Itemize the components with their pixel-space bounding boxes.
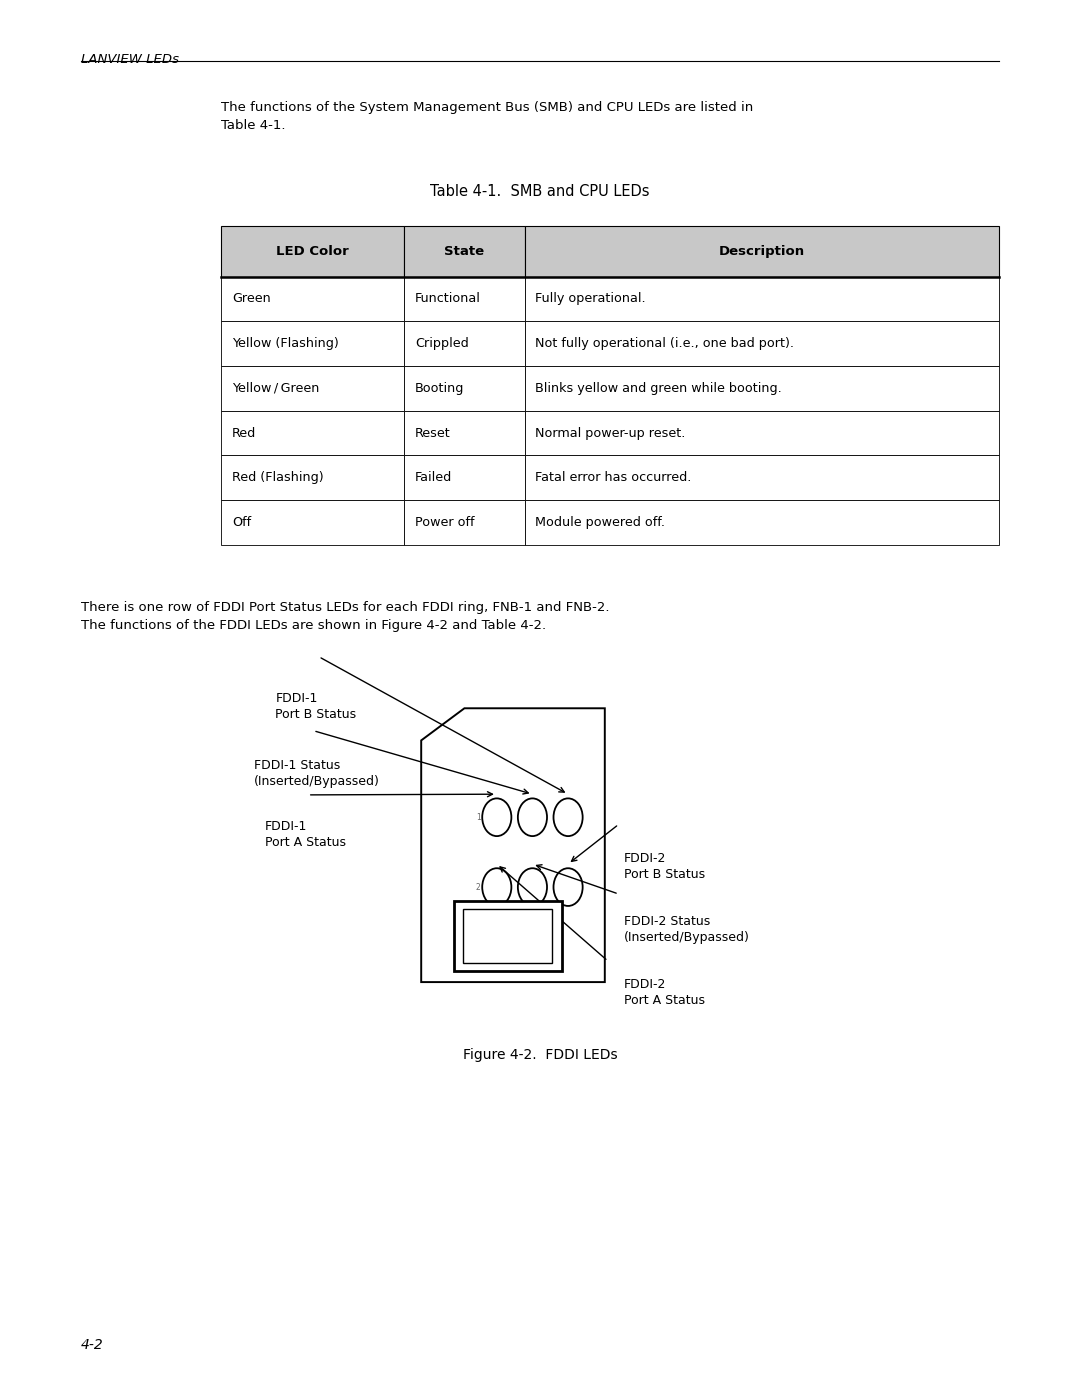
Bar — [525, 411, 999, 455]
Text: FDDI-2
Port A Status: FDDI-2 Port A Status — [624, 978, 705, 1007]
Text: The functions of the System Management Bus (SMB) and CPU LEDs are listed in
Tabl: The functions of the System Management B… — [221, 101, 754, 133]
Text: State: State — [444, 244, 485, 258]
Text: Description: Description — [719, 244, 805, 258]
Text: Green: Green — [232, 292, 271, 306]
Text: Red (Flashing): Red (Flashing) — [232, 471, 324, 485]
Text: Failed: Failed — [415, 471, 453, 485]
Bar — [221, 500, 404, 545]
Text: FDDI-1 Status
(Inserted/Bypassed): FDDI-1 Status (Inserted/Bypassed) — [254, 759, 380, 788]
Text: 4-2: 4-2 — [81, 1338, 104, 1352]
Text: Normal power-up reset.: Normal power-up reset. — [536, 426, 686, 440]
Bar — [454, 901, 562, 971]
Bar — [525, 277, 999, 321]
Text: Red: Red — [232, 426, 256, 440]
Bar — [221, 366, 404, 411]
Text: 2: 2 — [476, 883, 481, 891]
Bar — [463, 908, 552, 964]
Bar — [525, 321, 999, 366]
Text: Figure 4-2.  FDDI LEDs: Figure 4-2. FDDI LEDs — [462, 1048, 618, 1062]
Text: Crippled: Crippled — [415, 337, 469, 351]
Bar — [404, 411, 525, 455]
Text: Power off: Power off — [415, 515, 474, 529]
Text: Reset: Reset — [415, 426, 450, 440]
Text: Module powered off.: Module powered off. — [536, 515, 665, 529]
Text: FDDI-1
Port B Status: FDDI-1 Port B Status — [275, 692, 356, 721]
Text: Fatal error has occurred.: Fatal error has occurred. — [536, 471, 692, 485]
Bar — [525, 366, 999, 411]
Bar — [404, 500, 525, 545]
Text: FDDI-2 Status
(Inserted/Bypassed): FDDI-2 Status (Inserted/Bypassed) — [624, 915, 751, 944]
Bar — [221, 277, 404, 321]
Text: Yellow / Green: Yellow / Green — [232, 381, 320, 395]
Bar — [525, 455, 999, 500]
Text: FDDI-1
Port A Status: FDDI-1 Port A Status — [265, 820, 346, 849]
Bar — [404, 226, 525, 277]
Bar — [525, 226, 999, 277]
Text: Functional: Functional — [415, 292, 481, 306]
Text: Blinks yellow and green while booting.: Blinks yellow and green while booting. — [536, 381, 782, 395]
Bar — [404, 321, 525, 366]
Bar — [404, 277, 525, 321]
Bar — [221, 411, 404, 455]
Text: There is one row of FDDI Port Status LEDs for each FDDI ring, FNB-1 and FNB-2.
T: There is one row of FDDI Port Status LED… — [81, 601, 609, 633]
Text: Fully operational.: Fully operational. — [536, 292, 646, 306]
Bar — [525, 500, 999, 545]
Bar — [221, 321, 404, 366]
Text: LED Color: LED Color — [276, 244, 349, 258]
Bar — [404, 366, 525, 411]
Text: 1: 1 — [476, 813, 481, 821]
Text: Yellow (Flashing): Yellow (Flashing) — [232, 337, 339, 351]
Text: Not fully operational (i.e., one bad port).: Not fully operational (i.e., one bad por… — [536, 337, 795, 351]
Text: Off: Off — [232, 515, 252, 529]
Bar — [221, 455, 404, 500]
Bar — [221, 226, 404, 277]
Text: Table 4-1.  SMB and CPU LEDs: Table 4-1. SMB and CPU LEDs — [430, 184, 650, 200]
Text: FDDI-2
Port B Status: FDDI-2 Port B Status — [624, 852, 705, 882]
Bar — [404, 455, 525, 500]
Text: LANVIEW LEDs: LANVIEW LEDs — [81, 53, 179, 66]
Text: Booting: Booting — [415, 381, 464, 395]
